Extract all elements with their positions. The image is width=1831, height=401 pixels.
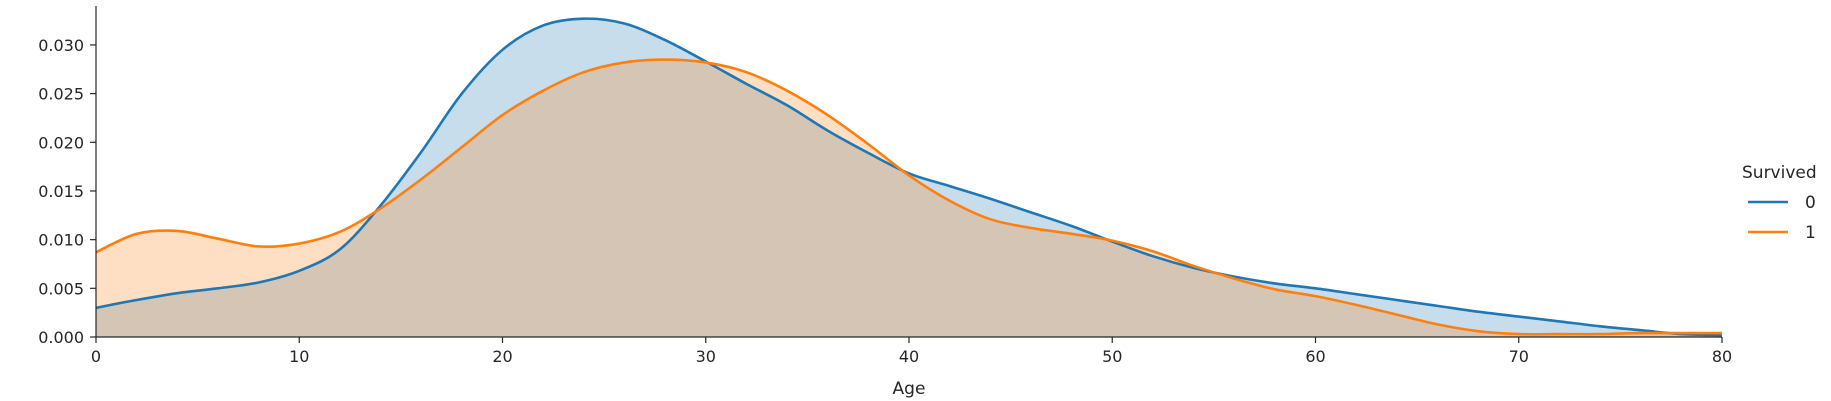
- y-tick-label: 0.030: [38, 36, 84, 55]
- legend-label-0: 0: [1805, 193, 1816, 213]
- density-line-survived-0: [95, 17, 1723, 337]
- x-ticks: 0 10 20 30 40 50 60 70 80: [91, 337, 1732, 366]
- legend-label-1: 1: [1805, 223, 1816, 243]
- x-tick-label: 70: [1509, 347, 1529, 366]
- x-tick-label: 20: [492, 347, 512, 366]
- x-tick-label: 30: [696, 347, 716, 366]
- x-tick-label: 10: [289, 347, 309, 366]
- x-tick-label: 40: [899, 347, 919, 366]
- x-axis-label: Age: [893, 379, 926, 399]
- x-tick-label: 0: [91, 347, 101, 366]
- density-area-survived-1: [96, 59, 1722, 337]
- y-ticks: 0.000 0.005 0.010 0.015 0.020 0.025 0.030: [38, 36, 96, 347]
- density-areas: [96, 18, 1722, 338]
- legend: Survived 0 1: [1742, 163, 1817, 243]
- y-tick-label: 0.025: [38, 85, 84, 104]
- y-tick-label: 0.005: [38, 279, 84, 298]
- density-area-survived-0: [96, 18, 1722, 338]
- density-lines: [95, 17, 1723, 337]
- y-tick-label: 0.020: [38, 133, 84, 152]
- x-tick-label: 80: [1712, 347, 1732, 366]
- x-tick-label: 60: [1305, 347, 1325, 366]
- y-tick-label: 0.015: [38, 182, 84, 201]
- y-tick-label: 0.010: [38, 231, 84, 250]
- x-tick-label: 50: [1102, 347, 1122, 366]
- legend-title: Survived: [1742, 163, 1817, 183]
- y-tick-label: 0.000: [38, 328, 84, 347]
- density-line-survived-1: [95, 58, 1722, 336]
